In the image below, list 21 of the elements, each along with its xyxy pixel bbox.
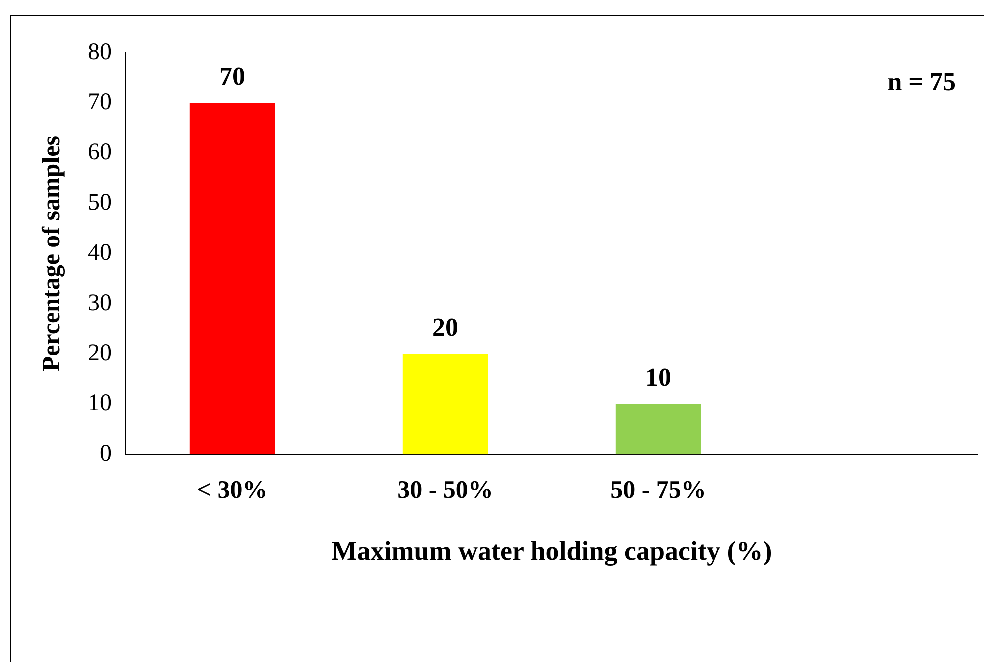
y-tick-label: 10 xyxy=(88,390,112,417)
data-label: 20 xyxy=(432,312,458,342)
bar xyxy=(190,103,276,455)
y-tick-label: 50 xyxy=(88,190,112,216)
annotation: n = 75 xyxy=(888,68,956,97)
x-axis-title: Maximum water holding capacity (%) xyxy=(332,536,772,566)
y-tick-label: 30 xyxy=(88,290,112,316)
y-axis-title: Percentage of samples xyxy=(38,136,66,372)
y-tick-label: 70 xyxy=(88,89,112,116)
x-tick-label: < 30% xyxy=(197,477,268,504)
y-tick-label: 80 xyxy=(88,39,112,66)
y-tick-label: 60 xyxy=(88,140,112,166)
bar xyxy=(616,404,702,455)
data-label: 10 xyxy=(646,363,672,392)
x-tick-label: 50 - 75% xyxy=(610,477,706,504)
y-tick-label: 0 xyxy=(100,440,112,467)
x-tick-label: 30 - 50% xyxy=(398,477,494,504)
y-tick-label: 20 xyxy=(88,340,112,366)
bar xyxy=(402,354,488,455)
y-tick-label: 40 xyxy=(88,240,112,266)
data-label: 70 xyxy=(220,62,246,91)
